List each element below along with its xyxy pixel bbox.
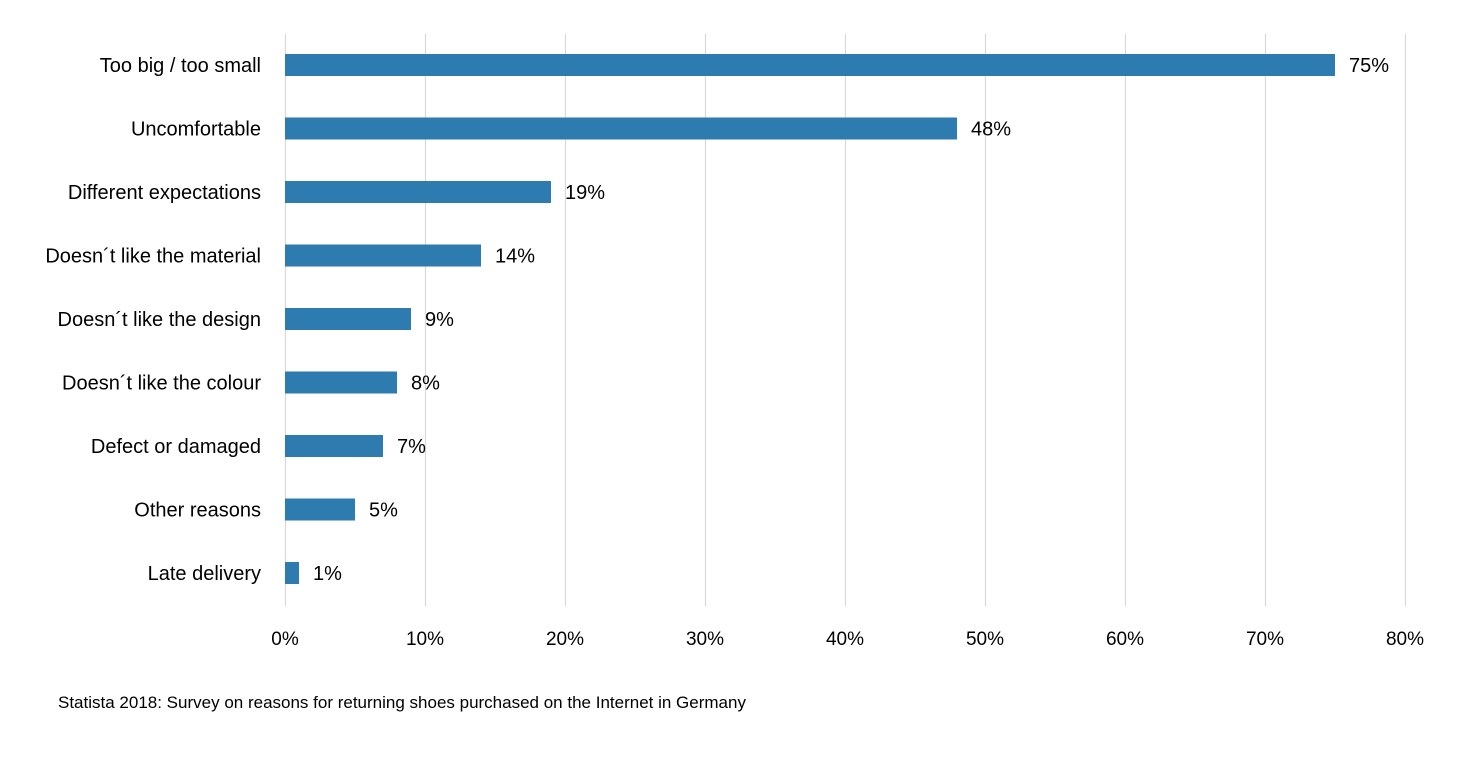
data-label: 14%: [495, 246, 535, 268]
x-tick-label: 20%: [546, 629, 584, 650]
category-label: Too big / too small: [100, 55, 261, 77]
x-tick-label: 70%: [1246, 629, 1284, 650]
data-label: 7%: [397, 436, 426, 458]
x-tick-label: 10%: [406, 629, 444, 650]
category-label: Late delivery: [148, 563, 261, 585]
data-label: 48%: [971, 119, 1011, 141]
bar: [285, 117, 957, 140]
category-label: Doesn´t like the design: [58, 309, 261, 331]
x-tick-label: 80%: [1386, 629, 1424, 650]
category-label: Defect or damaged: [91, 436, 261, 458]
category-label: Uncomfortable: [131, 119, 261, 141]
bar: [285, 308, 411, 330]
bar: [285, 435, 383, 457]
data-label: 19%: [565, 182, 605, 204]
source-note: Statista 2018: Survey on reasons for ret…: [58, 693, 746, 712]
bar: [285, 498, 355, 521]
bar: [285, 54, 1335, 76]
bar: [285, 371, 397, 394]
data-label: 9%: [425, 309, 454, 331]
bar: [285, 562, 299, 584]
x-tick-label: 50%: [966, 629, 1004, 650]
category-label: Doesn´t like the material: [45, 246, 261, 268]
data-label: 8%: [411, 373, 440, 395]
x-tick-label: 30%: [686, 629, 724, 650]
x-tick-label: 40%: [826, 629, 864, 650]
category-label: Doesn´t like the colour: [62, 373, 261, 395]
data-label: 5%: [369, 500, 398, 522]
labels: 0% 10% 20% 30% 40% 50% 60% 70% 80% Too big / too …: [45, 55, 1424, 650]
x-tick-label: 0%: [271, 629, 299, 650]
data-label: 75%: [1349, 55, 1389, 77]
bar: [285, 181, 551, 203]
bars: [285, 54, 1335, 584]
category-label: Different expectations: [68, 182, 261, 204]
category-label: Other reasons: [134, 500, 261, 522]
data-label: 1%: [313, 563, 342, 585]
bar: [285, 244, 481, 267]
x-tick-label: 60%: [1106, 629, 1144, 650]
